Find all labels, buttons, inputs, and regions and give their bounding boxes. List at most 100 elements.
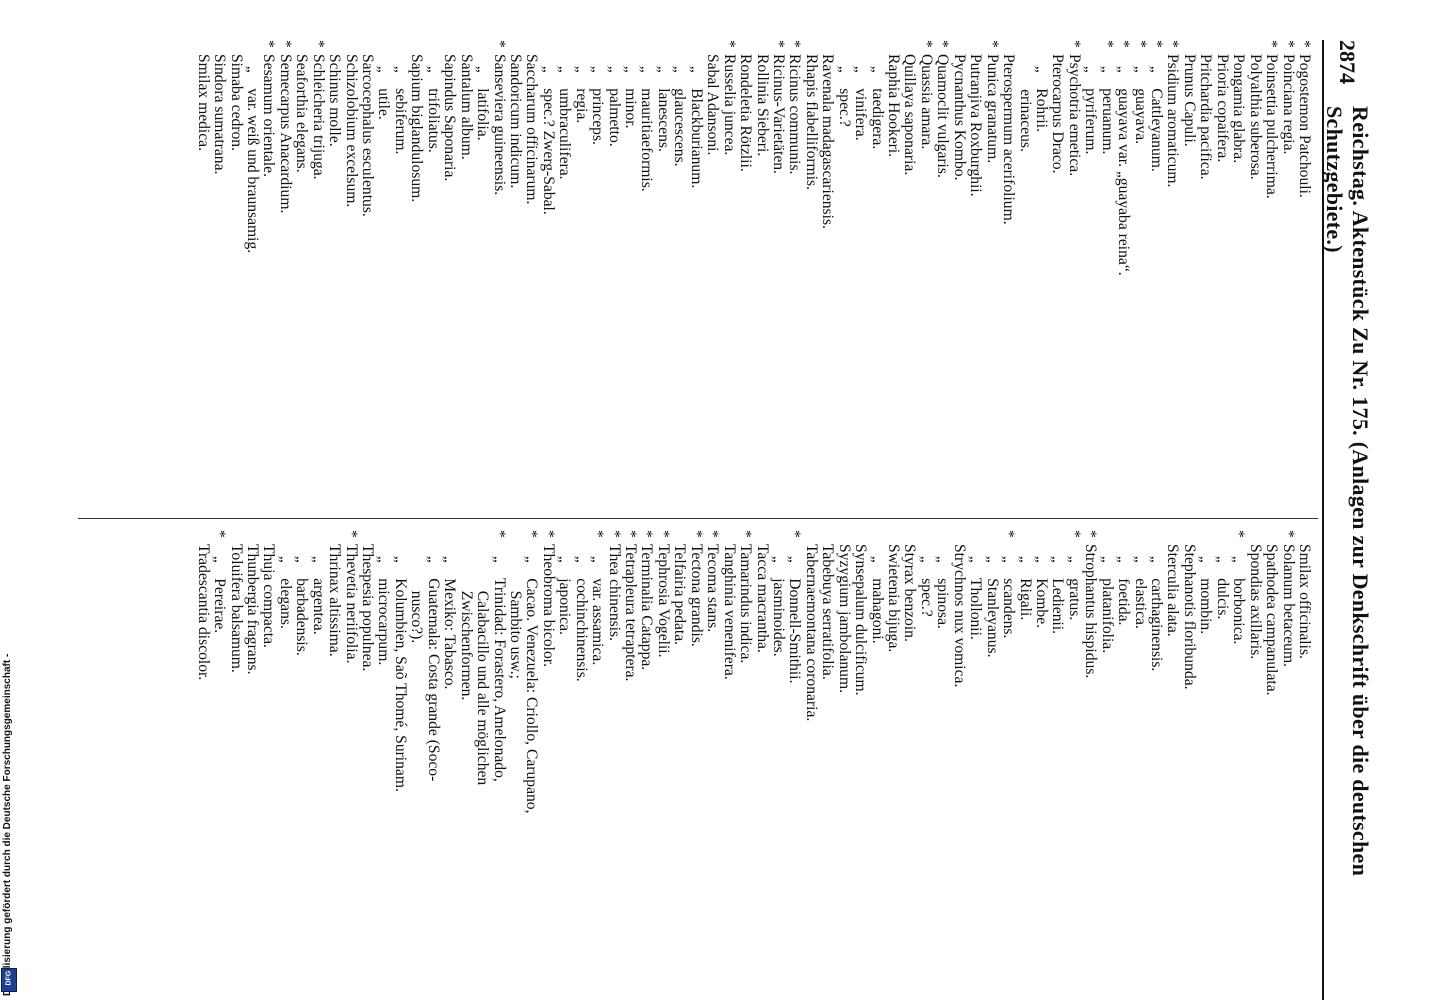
entry-text: Tabebuya serratifolia. <box>819 544 837 680</box>
entry-text: „ trifoliatus. <box>424 54 442 153</box>
column-divider <box>78 518 1318 519</box>
entry-line: „ jasminoides. <box>770 530 787 1000</box>
entry-marker: * <box>1230 530 1248 538</box>
entry-text: „ regia. <box>572 54 590 124</box>
entry-line: „ elegans. <box>276 530 294 1000</box>
entry-line: „ umbraculifera. <box>556 40 574 510</box>
page-header: 2874 Reichstag. Aktenstück Zu Nr. 175. (… <box>1322 40 1373 1000</box>
entry-text: Strophantus hispidus. <box>1082 544 1100 679</box>
entry-text: Pritchardia pacifica. <box>1197 54 1215 180</box>
entry-line: * Punica granatum. <box>983 40 1001 510</box>
entry-line: * Tephrosia Vogelii. <box>655 530 672 1000</box>
entry-text: „ spinosa. <box>934 544 952 629</box>
entry-line: „ spec.? <box>835 40 853 510</box>
entry-line: Sindora sumatrana. <box>211 40 228 510</box>
entry-line: Raphia Hookeri. <box>885 40 902 510</box>
entry-text: Styrax benzoin. <box>901 544 919 642</box>
entry-text: Ricinus-Varietäten. <box>770 54 787 174</box>
entry-line: „ Kolumbien, Saõ Thomé, Surinam. <box>392 530 409 1000</box>
entry-text: „ guayava. <box>1131 54 1149 145</box>
entry-marker: * <box>1263 40 1281 48</box>
entry-line: Rollinia Sieberi. <box>753 40 771 510</box>
entry-marker: * <box>589 530 607 538</box>
entry-marker: * <box>737 530 755 538</box>
entry-text: „ pyriferum. <box>1082 54 1100 155</box>
entry-text: „ borbonica. <box>1230 544 1248 645</box>
entry-line: Strychnos nux vomica. <box>950 530 968 1000</box>
entry-text: „ var. assamica. <box>589 544 607 666</box>
entry-line: * Pogostemon Patchouli. <box>1296 40 1313 510</box>
entry-line: Sabal Adansoni. <box>704 40 721 510</box>
entry-text: „ japonica. <box>556 544 574 635</box>
entry-line: „ pyriferum. <box>1082 40 1100 510</box>
entry-text: Sapindus Saponaria. <box>441 54 459 182</box>
entry-text: Poinciana regia. <box>1279 54 1297 155</box>
entry-text: Simaba cedron. <box>227 54 245 151</box>
entry-text: „ latifolia. <box>474 54 492 141</box>
entry-line: Quillaya saponaria. <box>901 40 919 510</box>
entry-line: „ cochinchinensis. <box>572 530 590 1000</box>
entry-marker: * <box>211 530 229 538</box>
entry-line: * „ Donnell-Smithii. <box>786 530 804 1000</box>
entry-line: * „ Pereirae. <box>211 530 229 1000</box>
entry-marker: * <box>1098 40 1116 48</box>
entry-line: Prioria copaifera. <box>1213 40 1231 510</box>
entry-text: Toluifera balsamum. <box>227 544 245 673</box>
entry-text: „ elegans. <box>276 544 294 629</box>
entry-marker: * <box>1115 40 1133 48</box>
entry-text: Tecoma stans. <box>704 544 722 633</box>
entry-line: * Poinsettia pulcherrima. <box>1263 40 1281 510</box>
entry-text: Thevetia neriifolia. <box>342 544 360 664</box>
entry-text: „ umbraculifera. <box>556 54 574 180</box>
entry-line: „ Guatemala: Costa grande (Soco- <box>424 530 442 1000</box>
entry-text: Prunus Capuli. <box>1180 54 1198 147</box>
entry-line: Pritchardia pacifica. <box>1197 40 1215 510</box>
entry-line: „ Mexiko: Tabasco. <box>441 530 458 1000</box>
entry-line: Swietenia bijuga. <box>885 530 902 1000</box>
entry-line: „ mauritiaeformis. <box>638 40 656 510</box>
entry-line: Polyalthia suberosa. <box>1246 40 1264 510</box>
entry-text: Sterculia alata. <box>1164 544 1182 637</box>
entry-line: Tabernaemontana coronaria. <box>802 530 820 1000</box>
entry-line: „ spinosa. <box>934 530 952 1000</box>
entry-line: * „ Cacao. Venezuela: Criollo, Carupano, <box>523 530 540 1000</box>
entry-text: „ Ledienii. <box>1049 544 1067 635</box>
digitization-text: Digitalisierung gefördert durch die Deut… <box>2 653 13 996</box>
rotated-document-page: 2874 Reichstag. Aktenstück Zu Nr. 175. (… <box>70 40 1373 1000</box>
entry-text: Putranjiva Roxburghii. <box>967 54 985 197</box>
entry-marker: * <box>1296 40 1313 48</box>
entry-line: Sterculia alata. <box>1164 530 1182 1000</box>
entry-line: Spathodea campanulata. <box>1263 530 1280 1000</box>
entry-text: Synsepalum dulcificum. <box>852 544 870 696</box>
entry-text: Punica granatum. <box>983 54 1001 164</box>
entry-line: Schinus molle. <box>326 40 343 510</box>
entry-marker: * <box>539 530 557 538</box>
entry-text: „ mahagoni. <box>868 544 886 644</box>
entry-text: „ platanifolia. <box>1098 544 1116 654</box>
entry-text: Syzygium jambolanum. <box>835 544 853 693</box>
entry-marker: * <box>770 40 787 48</box>
entry-text: „ Stanleyanus. <box>983 544 1001 658</box>
entry-line: Sapium biglandulosum. <box>408 40 425 510</box>
entry-text: „ guayava var. „guayaba reina“. <box>1115 54 1133 276</box>
entry-text: erinaceus. <box>1016 54 1034 152</box>
entry-text: Solanum betaceum. <box>1279 544 1297 667</box>
entry-line: „ mahagoni. <box>868 530 886 1000</box>
entry-text: „ Donnell-Smithii. <box>786 544 804 684</box>
entry-marker: * <box>622 530 640 538</box>
entry-line: „ minor. <box>622 40 639 510</box>
entry-line: „ argentea. <box>309 530 327 1000</box>
entry-text: Ricinus communis. <box>786 54 804 175</box>
entry-line: * „ borbonica. <box>1230 530 1248 1000</box>
entry-line: * Psychotria emetica. <box>1065 40 1083 510</box>
entry-text: Rondeletia Rötzlii. <box>737 54 755 172</box>
entry-text: „ spec.? <box>835 54 853 127</box>
entry-line: * „ var. assamica. <box>589 530 607 1000</box>
entry-line: „ carthaginensis. <box>1148 530 1165 1000</box>
dfg-logo-label: DFG <box>5 970 13 986</box>
entry-text: Quassia amara. <box>917 54 935 150</box>
entry-line: * Terminalia Catappa. <box>638 530 656 1000</box>
entry-text: Pycnanthus Kombo. <box>950 54 968 181</box>
entry-line: * Ricinus-Varietäten. <box>770 40 787 510</box>
entry-line: Sandoricum indicum. <box>507 40 524 510</box>
